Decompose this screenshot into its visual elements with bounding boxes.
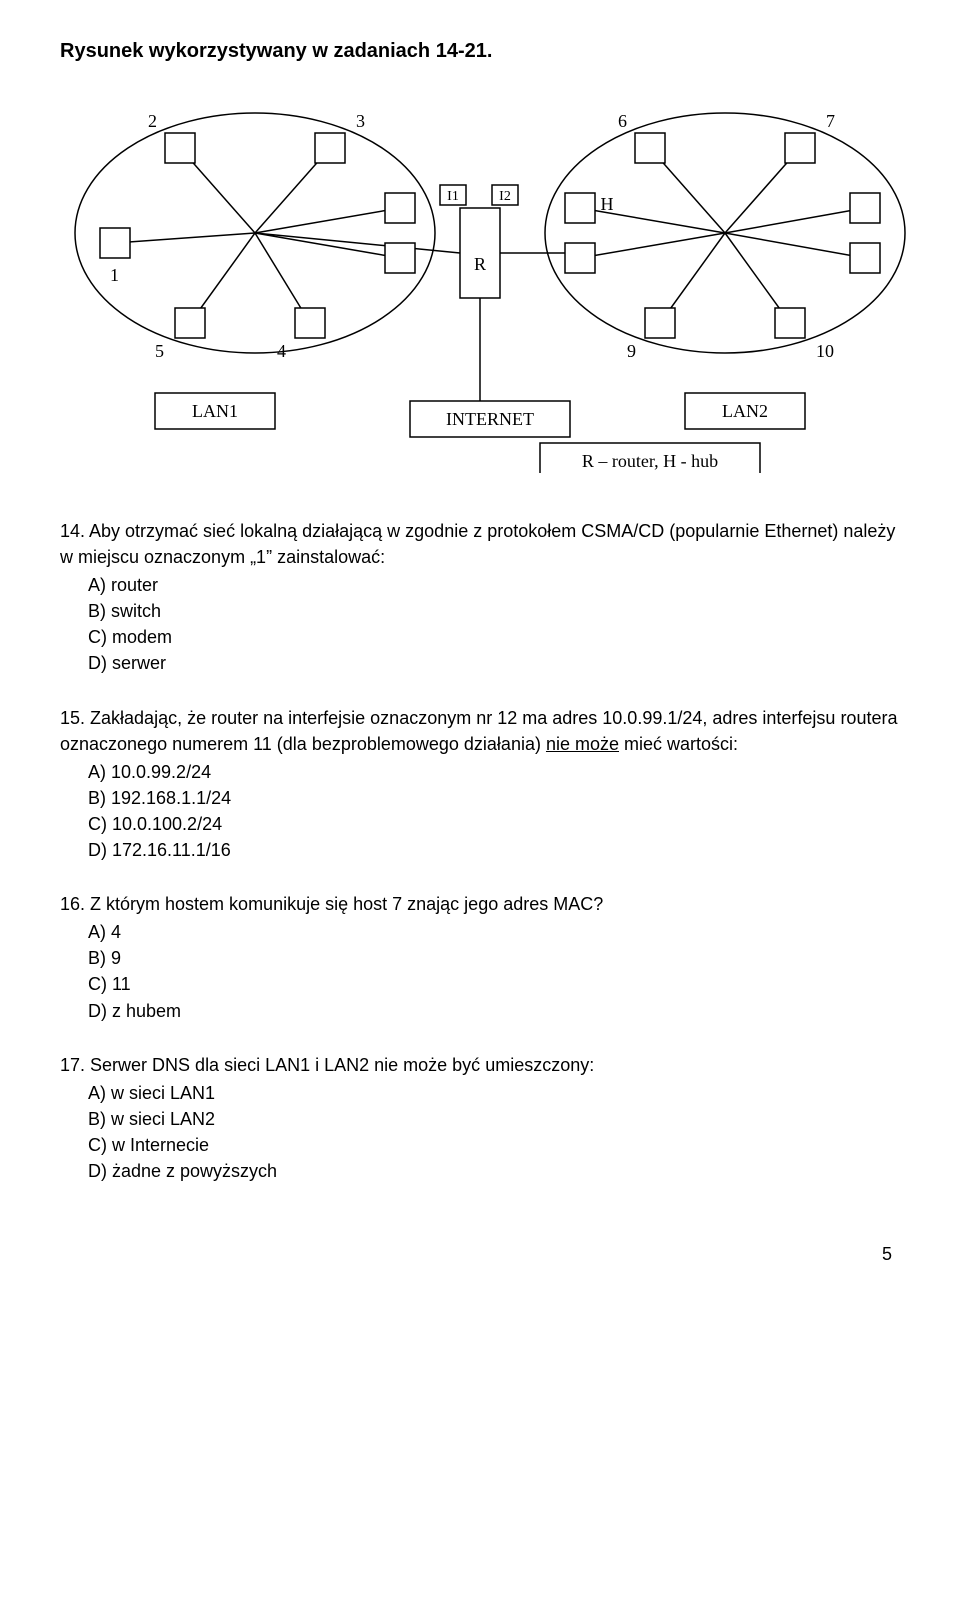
question-lead: 17. Serwer DNS dla sieci LAN1 i LAN2 nie… <box>60 1052 900 1078</box>
option: A) w sieci LAN1 <box>88 1080 900 1106</box>
svg-text:LAN2: LAN2 <box>722 401 768 421</box>
option: C) 11 <box>88 971 900 997</box>
question-16: 16. Z którym hostem komunikuje się host … <box>60 891 900 1023</box>
svg-text:2: 2 <box>148 111 157 131</box>
svg-text:5: 5 <box>155 341 164 361</box>
question-lead: 14. Aby otrzymać sieć lokalną działającą… <box>60 518 900 570</box>
option: B) w sieci LAN2 <box>88 1106 900 1132</box>
page-title: Rysunek wykorzystywany w zadaniach 14-21… <box>60 40 900 63</box>
question-text: Z którym hostem komunikuje się host 7 zn… <box>90 894 603 914</box>
svg-text:INTERNET: INTERNET <box>446 409 534 429</box>
option: B) switch <box>88 598 900 624</box>
network-diagram: R I1 I2 1 2 3 4 5 6 7 10 9 H LAN1 INTERNET LAN2 R – rout… <box>60 93 920 478</box>
svg-text:9: 9 <box>627 341 636 361</box>
option: D) 172.16.11.1/16 <box>88 837 900 863</box>
svg-text:I2: I2 <box>499 189 511 204</box>
question-lead: 16. Z którym hostem komunikuje się host … <box>60 891 900 917</box>
question-number: 16. <box>60 894 90 914</box>
question-number: 15. <box>60 708 90 728</box>
question-14: 14. Aby otrzymać sieć lokalną działającą… <box>60 518 900 677</box>
option: D) żadne z powyższych <box>88 1158 900 1184</box>
option: B) 9 <box>88 945 900 971</box>
option: A) 10.0.99.2/24 <box>88 759 900 785</box>
question-number: 14. <box>60 521 89 541</box>
option: B) 192.168.1.1/24 <box>88 785 900 811</box>
question-text: Serwer DNS dla sieci LAN1 i LAN2 nie moż… <box>90 1055 594 1075</box>
svg-text:7: 7 <box>826 111 835 131</box>
question-15: 15. Zakładając, że router na interfejsie… <box>60 705 900 864</box>
option: C) modem <box>88 624 900 650</box>
option: C) 10.0.100.2/24 <box>88 811 900 837</box>
svg-text:R: R <box>474 254 486 274</box>
svg-text:R – router, H - hub: R – router, H - hub <box>582 451 718 471</box>
question-lead: 15. Zakładając, że router na interfejsie… <box>60 705 900 757</box>
svg-text:1: 1 <box>110 265 119 285</box>
question-number: 17. <box>60 1055 90 1075</box>
page-number: 5 <box>60 1244 900 1265</box>
svg-text:LAN1: LAN1 <box>192 401 238 421</box>
option: D) z hubem <box>88 998 900 1024</box>
questions-container: 14. Aby otrzymać sieć lokalną działającą… <box>60 518 900 1184</box>
question-17: 17. Serwer DNS dla sieci LAN1 i LAN2 nie… <box>60 1052 900 1184</box>
question-text: Aby otrzymać sieć lokalną działającą w z… <box>60 521 895 567</box>
option: D) serwer <box>88 650 900 676</box>
svg-text:10: 10 <box>816 341 834 361</box>
svg-text:4: 4 <box>277 341 286 361</box>
svg-text:6: 6 <box>618 111 627 131</box>
svg-text:I1: I1 <box>447 189 459 204</box>
option: C) w Internecie <box>88 1132 900 1158</box>
option: A) router <box>88 572 900 598</box>
svg-text:H: H <box>601 194 614 214</box>
option: A) 4 <box>88 919 900 945</box>
svg-text:3: 3 <box>356 111 365 131</box>
